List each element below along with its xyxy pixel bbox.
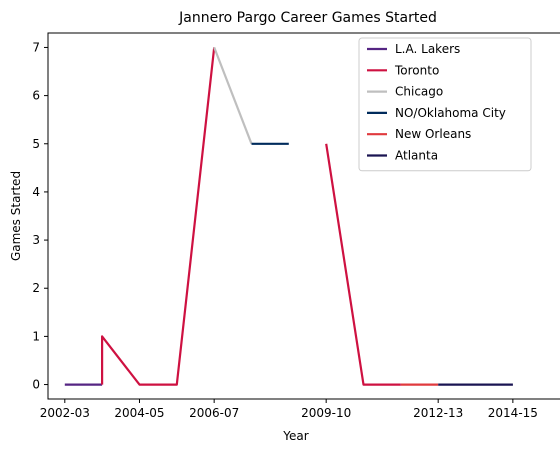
series-lines (64, 47, 513, 386)
x-axis-label: Year (282, 429, 308, 443)
y-tick-label: 0 (32, 378, 40, 392)
y-axis: 0 1 2 3 4 5 6 7 (32, 40, 48, 392)
x-tick-label: 2009-10 (301, 406, 351, 420)
y-tick-label: 2 (32, 281, 40, 295)
y-tick-label: 7 (32, 40, 40, 54)
legend-label: L.A. Lakers (395, 42, 460, 56)
x-axis: 2002-03 2004-05 2006-07 2009-10 2012-13 2014-… (40, 399, 538, 420)
x-tick-label: 2014-15 (488, 406, 538, 420)
y-tick-label: 6 (32, 89, 40, 103)
series-line-toronto (100, 47, 216, 386)
x-tick-label: 2004-05 (114, 406, 164, 420)
y-tick-label: 3 (32, 233, 40, 247)
legend-label: Toronto (394, 63, 439, 77)
y-axis-label: Games Started (9, 171, 23, 261)
x-tick-label: 2002-03 (40, 406, 90, 420)
legend-label: NO/Oklahoma City (395, 106, 506, 120)
legend-label: Chicago (395, 85, 443, 99)
series-line-chicago (213, 47, 253, 145)
x-tick-label: 2006-07 (189, 406, 239, 420)
legend: L.A. Lakers Toronto Chicago NO/Oklahoma Cit… (358, 37, 532, 172)
legend-label: Atlanta (395, 149, 438, 163)
plot-area (47, 32, 560, 400)
chart-title: Jannero Pargo Career Games Started (178, 10, 437, 26)
legend-label: New Orleans (395, 127, 471, 141)
y-tick-label: 5 (32, 137, 40, 151)
x-tick-label: 2012-13 (413, 406, 463, 420)
y-tick-label: 1 (32, 329, 40, 343)
legend-box (358, 37, 532, 172)
series-line-toronto-late (325, 143, 401, 386)
y-tick-label: 4 (32, 185, 40, 199)
